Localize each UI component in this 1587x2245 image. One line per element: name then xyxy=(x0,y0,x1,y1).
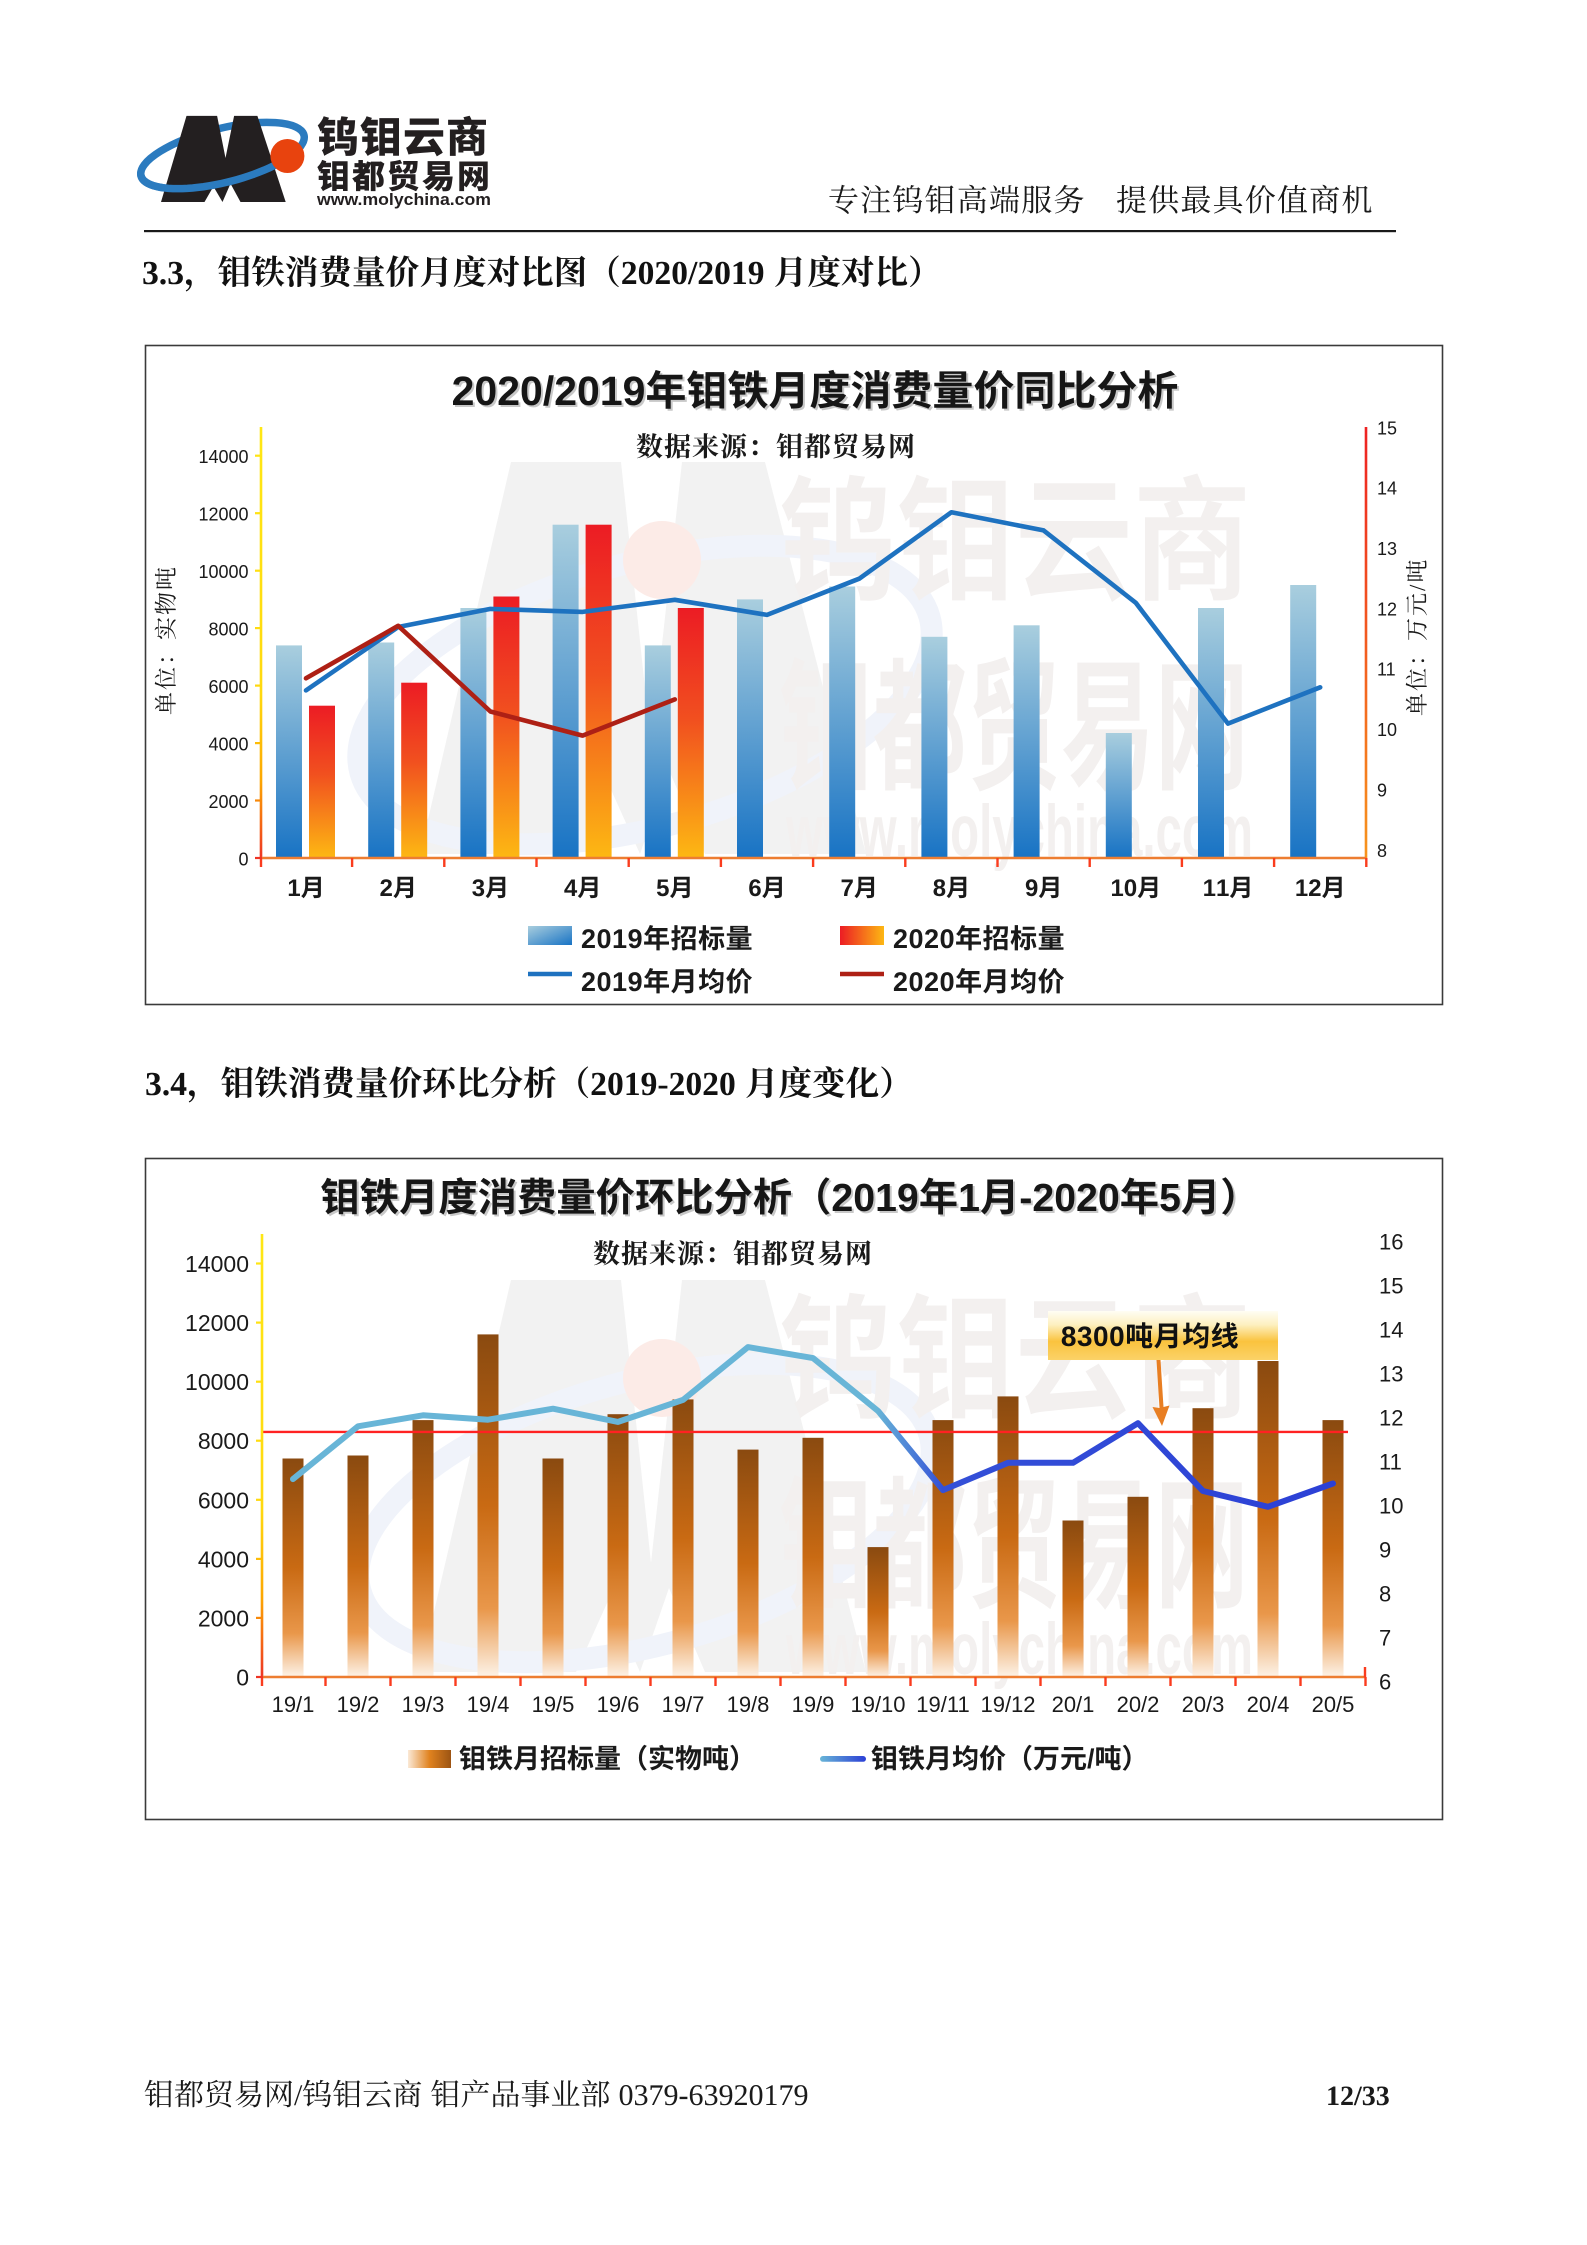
svg-text:9: 9 xyxy=(1379,1538,1391,1563)
svg-text:0: 0 xyxy=(238,850,248,870)
svg-text:11: 11 xyxy=(1377,660,1396,680)
svg-text:13: 13 xyxy=(1377,539,1397,559)
svg-text:12: 12 xyxy=(1379,1406,1403,1431)
svg-text:www.molychina.com: www.molychina.com xyxy=(316,190,491,209)
svg-text:8: 8 xyxy=(1379,1582,1391,1607)
svg-text:15: 15 xyxy=(1377,418,1397,438)
svg-text:6000: 6000 xyxy=(208,677,248,697)
svg-text:8: 8 xyxy=(1377,841,1387,861)
svg-text:14: 14 xyxy=(1379,1318,1403,1343)
svg-text:19/6: 19/6 xyxy=(597,1692,640,1717)
svg-text:19/4: 19/4 xyxy=(467,1692,510,1717)
svg-text:2000: 2000 xyxy=(198,1605,249,1631)
svg-text:19/5: 19/5 xyxy=(532,1692,575,1717)
svg-text:19/7: 19/7 xyxy=(662,1692,705,1717)
svg-text:0: 0 xyxy=(236,1665,249,1691)
svg-text:10000: 10000 xyxy=(198,562,248,582)
svg-text:20/5: 20/5 xyxy=(1312,1692,1355,1717)
svg-text:2000: 2000 xyxy=(208,792,248,812)
svg-text:20/2: 20/2 xyxy=(1117,1692,1160,1717)
svg-text:14: 14 xyxy=(1377,479,1397,499)
svg-text:19/2: 19/2 xyxy=(337,1692,380,1717)
svg-text:8000: 8000 xyxy=(198,1428,249,1454)
svg-text:6: 6 xyxy=(1379,1670,1391,1695)
svg-text:14000: 14000 xyxy=(198,447,248,467)
svg-text:20/4: 20/4 xyxy=(1247,1692,1290,1717)
svg-text:7: 7 xyxy=(1379,1626,1391,1651)
svg-text:16: 16 xyxy=(1379,1230,1403,1255)
svg-text:8000: 8000 xyxy=(208,620,248,640)
svg-text:13: 13 xyxy=(1379,1362,1403,1387)
svg-text:19/11: 19/11 xyxy=(916,1692,969,1717)
svg-text:19/1: 19/1 xyxy=(272,1692,315,1717)
svg-text:12: 12 xyxy=(1377,599,1397,619)
svg-text:19/3: 19/3 xyxy=(402,1692,445,1717)
svg-text:9: 9 xyxy=(1377,780,1387,800)
svg-text:11: 11 xyxy=(1379,1450,1402,1475)
svg-text:14000: 14000 xyxy=(185,1251,249,1277)
svg-text:12000: 12000 xyxy=(185,1310,249,1336)
svg-text:4000: 4000 xyxy=(208,735,248,755)
svg-text:19/9: 19/9 xyxy=(792,1692,835,1717)
svg-text:19/8: 19/8 xyxy=(727,1692,770,1717)
svg-text:20/3: 20/3 xyxy=(1182,1692,1225,1717)
svg-text:15: 15 xyxy=(1379,1274,1403,1299)
svg-text:10: 10 xyxy=(1379,1494,1403,1519)
svg-text:10000: 10000 xyxy=(185,1369,249,1395)
svg-text:12000: 12000 xyxy=(198,505,248,525)
svg-text:4000: 4000 xyxy=(198,1546,249,1572)
svg-text:19/10: 19/10 xyxy=(850,1692,905,1717)
svg-text:20/1: 20/1 xyxy=(1052,1692,1095,1717)
svg-text:10: 10 xyxy=(1377,720,1397,740)
svg-text:19/12: 19/12 xyxy=(980,1692,1035,1717)
svg-text:6000: 6000 xyxy=(198,1487,249,1513)
